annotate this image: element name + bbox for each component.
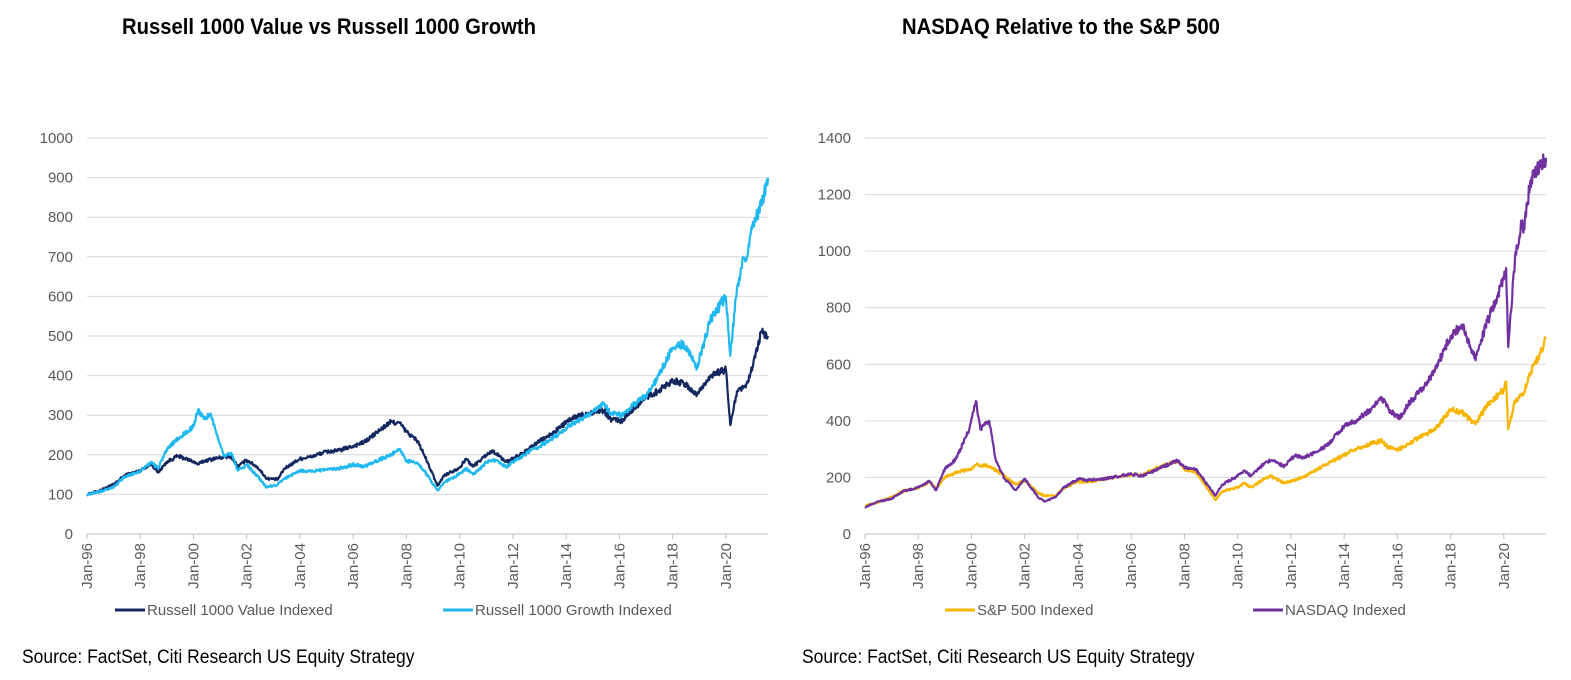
chart-title: NASDAQ Relative to the S&P 500: [902, 14, 1220, 39]
y-tick-label: 400: [826, 413, 851, 430]
legend-label: NASDAQ Indexed: [1285, 602, 1406, 619]
x-tick-label: Jan-96: [79, 543, 96, 589]
x-tick-label: Jan-00: [963, 543, 980, 589]
y-tick-label: 700: [48, 249, 73, 266]
x-tick-label: Jan-16: [611, 543, 628, 589]
x-tick-label: Jan-12: [505, 543, 522, 589]
x-tick-label: Jan-06: [345, 543, 362, 589]
y-tick-label: 1000: [40, 130, 73, 147]
y-tick-label: 900: [48, 170, 73, 187]
x-tick-label: Jan-04: [292, 543, 309, 589]
x-tick-label: Jan-14: [1336, 543, 1353, 589]
legend-label: Russell 1000 Growth Indexed: [475, 602, 672, 619]
chart-panel-left: Russell 1000 Value vs Russell 1000 Growt…: [0, 0, 780, 680]
x-tick-label: Jan-12: [1283, 543, 1300, 589]
chart-source: Source: FactSet, Citi Research US Equity…: [22, 647, 415, 668]
x-tick-label: Jan-02: [1017, 543, 1034, 589]
y-tick-label: 1400: [818, 130, 851, 147]
x-tick-label: Jan-10: [452, 543, 469, 589]
x-tick-label: Jan-18: [1443, 543, 1460, 589]
chart-russell: 0 100 200 300 400 500 600 700 800 900 1000 Jan-96 Ja…: [40, 130, 770, 619]
x-tick-label: Jan-06: [1123, 543, 1140, 589]
x-tick-label: Jan-10: [1230, 543, 1247, 589]
x-tick-label: Jan-16: [1389, 543, 1406, 589]
y-tick-label: 600: [48, 288, 73, 305]
y-tick-label: 300: [48, 407, 73, 424]
x-tick-label: Jan-20: [718, 543, 735, 589]
y-tick-label: 200: [48, 447, 73, 464]
chart-source: Source: FactSet, Citi Research US Equity…: [802, 647, 1195, 668]
x-tick-label: Jan-02: [239, 543, 256, 589]
x-tick-label: Jan-08: [1176, 543, 1193, 589]
chart-title: Russell 1000 Value vs Russell 1000 Growt…: [122, 14, 537, 39]
y-tick-label: 500: [48, 328, 73, 345]
series-line: [86, 327, 770, 497]
y-tick-label: 1200: [818, 187, 851, 204]
chart-nasdaq: 0 200 400 600 800 1000 1200 1400 Jan-96 Jan-98 Jan…: [818, 130, 1548, 619]
x-tick-label: Jan-04: [1070, 543, 1087, 589]
x-tick-label: Jan-00: [185, 543, 202, 589]
x-tick-label: Jan-96: [857, 543, 874, 589]
x-tick-label: Jan-08: [398, 543, 415, 589]
y-tick-label: 600: [826, 356, 851, 373]
y-tick-label: 800: [826, 300, 851, 317]
y-tick-label: 200: [826, 469, 851, 486]
chart-panel-right: NASDAQ Relative to the S&P 500 0 200 400 60…: [780, 0, 1571, 680]
series-line: [864, 153, 1548, 509]
x-tick-label: Jan-14: [558, 543, 575, 589]
y-tick-label: 800: [48, 209, 73, 226]
y-tick-label: 0: [843, 526, 851, 543]
x-tick-label: Jan-20: [1496, 543, 1513, 589]
y-tick-label: 1000: [818, 243, 851, 260]
series-line: [86, 177, 770, 497]
legend-label: Russell 1000 Value Indexed: [147, 602, 333, 619]
y-tick-label: 0: [65, 526, 73, 543]
y-tick-label: 100: [48, 486, 73, 503]
y-tick-label: 400: [48, 368, 73, 385]
x-tick-label: Jan-98: [910, 543, 927, 589]
x-tick-label: Jan-98: [132, 543, 149, 589]
legend-label: S&P 500 Indexed: [977, 602, 1093, 619]
x-tick-label: Jan-18: [665, 543, 682, 589]
